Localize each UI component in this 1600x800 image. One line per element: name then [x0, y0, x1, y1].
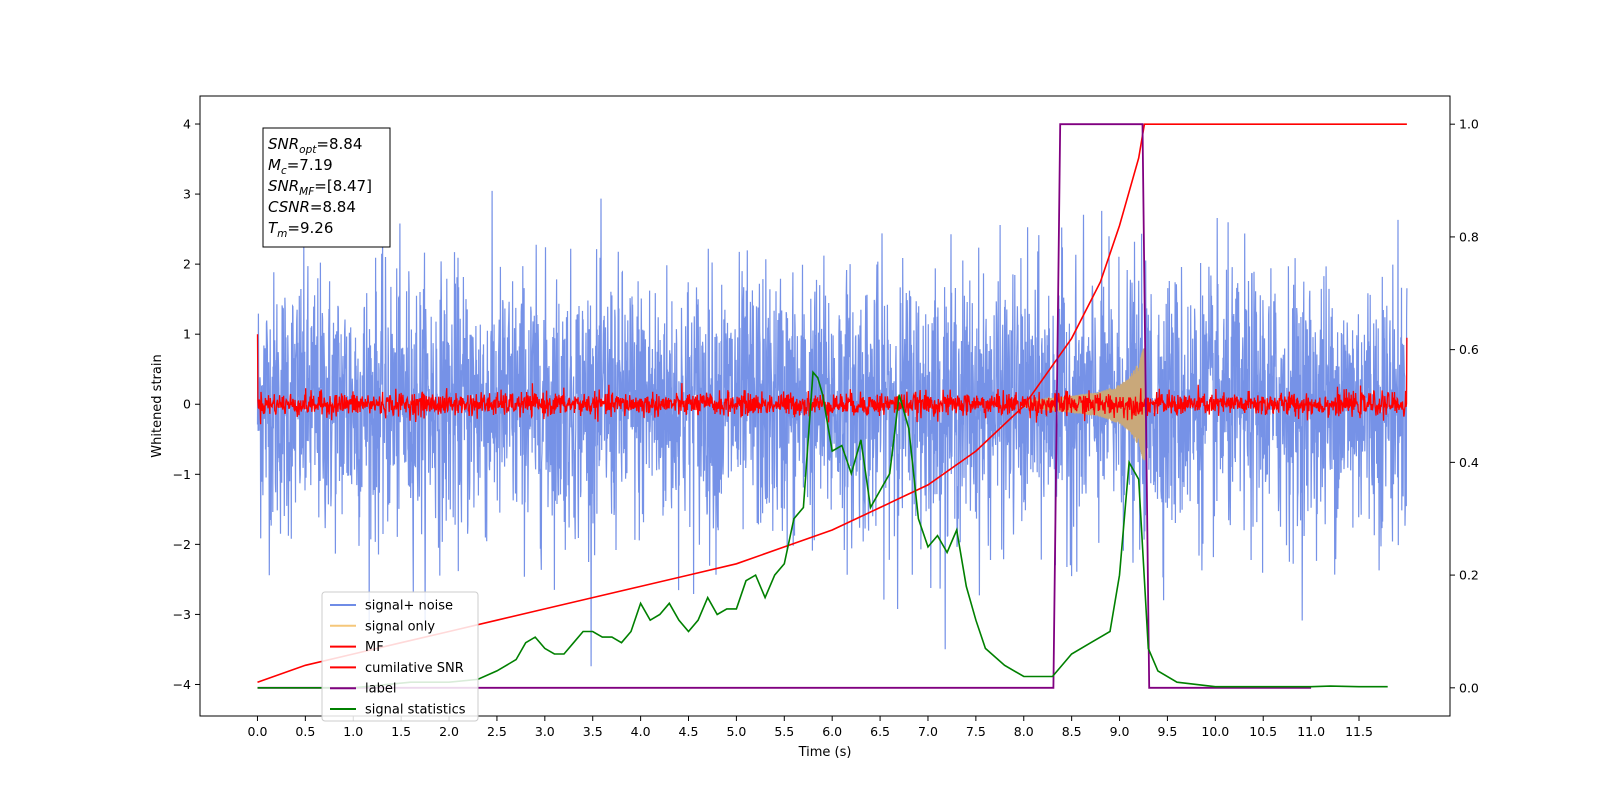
x-tick-label: 0.5 [295, 724, 315, 739]
legend: signal+ noise signal only MF cumilative SNR… [321, 591, 479, 722]
x-axis-label: Time (s) [798, 745, 852, 760]
annotation-line: Tm=9.26 [268, 219, 333, 240]
x-tick-label: 3.0 [535, 724, 555, 739]
x-tick-label: 2.5 [487, 724, 507, 739]
y-right-tick-label: 0.4 [1459, 455, 1479, 470]
legend-label: signal+ noise [365, 599, 453, 614]
annotation-line: SNRMF=[8.47] [268, 177, 372, 198]
x-tick-label: 7.5 [966, 724, 986, 739]
x-tick-label: 0.0 [248, 724, 268, 739]
y-left-tick-label: −1 [173, 467, 191, 482]
x-tick-label: 8.5 [1062, 724, 1082, 739]
y-left-tick-label: 0 [183, 397, 191, 412]
legend-label: signal only [365, 619, 435, 634]
x-tick-label: 6.0 [822, 724, 842, 739]
x-tick-label: 9.5 [1157, 724, 1177, 739]
y-axis-left: 4 3 2 1 0 −1 −2 −3 −4 [173, 117, 200, 692]
annotation-line: CSNR=8.84 [268, 198, 356, 216]
x-tick-label: 11.0 [1297, 724, 1325, 739]
y-right-tick-label: 1.0 [1459, 117, 1479, 132]
y-left-tick-label: 3 [183, 187, 191, 202]
legend-frame [321, 591, 479, 722]
y-axis-right: 1.0 0.8 0.6 0.4 0.2 0.0 [1450, 117, 1479, 695]
annotation-frame [262, 127, 391, 248]
legend-label: MF [365, 640, 384, 655]
x-tick-label: 10.5 [1249, 724, 1277, 739]
x-tick-label: 3.5 [583, 724, 603, 739]
axes-frame [199, 95, 1451, 717]
x-tick-label: 4.5 [679, 724, 699, 739]
y-left-tick-label: 1 [183, 327, 191, 342]
x-tick-label: 4.0 [631, 724, 651, 739]
series-mf [256, 334, 1408, 425]
y-right-tick-label: 0.8 [1459, 229, 1479, 244]
x-tick-label: 2.0 [439, 724, 459, 739]
y-left-tick-label: 2 [183, 257, 191, 272]
x-tick-label: 7.0 [918, 724, 938, 739]
y-left-tick-label: 4 [183, 117, 191, 132]
x-tick-label: 10.0 [1201, 724, 1229, 739]
y-right-tick-label: 0.6 [1459, 342, 1479, 357]
x-tick-label: 5.0 [726, 724, 746, 739]
legend-label: signal statistics [365, 703, 466, 718]
series-signal-statistics [257, 370, 1388, 689]
annotation-line: Mc=7.19 [268, 156, 333, 177]
y-left-tick-label: −2 [173, 537, 191, 552]
legend-label: cumilative SNR [365, 661, 464, 676]
x-tick-label: 9.0 [1110, 724, 1130, 739]
y-axis-label: Whitened strain [150, 354, 165, 457]
y-right-tick-label: 0.0 [1459, 680, 1479, 695]
annotation-line: SNRopt=8.84 [268, 135, 362, 156]
series-signal-plus-noise [256, 190, 1408, 667]
y-left-tick-label: −4 [173, 677, 191, 692]
y-left-tick-label: −3 [173, 607, 191, 622]
y-right-tick-label: 0.2 [1459, 568, 1479, 583]
x-tick-label: 1.5 [391, 724, 411, 739]
x-tick-label: 6.5 [870, 724, 890, 739]
x-tick-label: 8.0 [1014, 724, 1034, 739]
series-label [257, 123, 1312, 689]
x-tick-label: 5.5 [774, 724, 794, 739]
legend-label: label [365, 682, 396, 697]
x-tick-label: 11.5 [1345, 724, 1373, 739]
x-axis: 0.0 0.5 1.0 1.5 2.0 2.5 3.0 3.5 4.0 4.5 5.0 5.5 6.0 6… [248, 716, 1373, 739]
x-tick-label: 1.0 [343, 724, 363, 739]
